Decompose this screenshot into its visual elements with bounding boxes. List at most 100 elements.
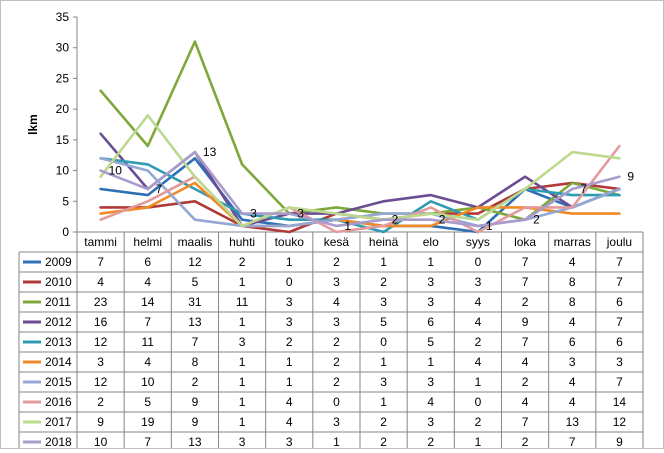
data-label-2018-heinä: 2 [392,213,399,227]
table-cell-2013-helmi: 11 [142,335,155,349]
table-cell-2010-elo: 3 [427,275,434,289]
table-cell-2010-syys: 3 [475,275,482,289]
table-cell-2018-elo: 2 [427,435,434,448]
table-cell-2017-touko: 4 [286,415,293,429]
x-tick-label: syys [466,235,490,249]
y-tick-label: 35 [56,10,70,24]
table-cell-2014-helmi: 4 [144,355,151,369]
table-cell-2016-heinä: 1 [380,395,387,409]
data-label-2018-tammi: 10 [109,164,123,178]
y-tick-label: 25 [56,71,70,85]
table-cell-2014-joulu: 3 [616,355,623,369]
table-cell-2009-kesä: 2 [333,255,340,269]
table-cell-2012-kesä: 3 [333,315,340,329]
table-cell-2009-heinä: 1 [380,255,387,269]
table-cell-2014-elo: 1 [427,355,434,369]
table-cell-2010-tammi: 4 [97,275,104,289]
series-line-2018 [99,150,621,228]
table-cell-2010-helmi: 4 [144,275,151,289]
table-cell-2017-helmi: 19 [141,415,155,429]
table-cell-2018-heinä: 2 [380,435,387,448]
table-cell-2011-elo: 3 [427,295,434,309]
table-cell-2009-loka: 7 [522,255,529,269]
series-line-2011 [99,40,621,221]
table-cell-2015-huhti: 1 [239,375,246,389]
table-cell-2011-touko: 3 [286,295,293,309]
table-cell-2012-marras: 4 [569,315,576,329]
x-tick-label: tammi [84,235,117,249]
table-cell-2016-huhti: 1 [239,395,246,409]
table-cell-2016-tammi: 2 [97,395,104,409]
table-cell-2018-kesä: 1 [333,435,340,448]
table-cell-2017-heinä: 2 [380,415,387,429]
table-cell-2015-tammi: 12 [94,375,108,389]
table-cell-2017-huhti: 1 [239,415,246,429]
table-cell-2014-maalis: 8 [192,355,199,369]
table-cell-2009-joulu: 7 [616,255,623,269]
table-cell-2012-syys: 4 [475,315,482,329]
table-cell-2016-joulu: 14 [613,395,627,409]
legend-label-2009: 2009 [45,255,72,269]
data-label-2018-syys: 1 [486,219,493,233]
y-tick-label: 30 [56,41,70,55]
table-cell-2017-tammi: 9 [97,415,104,429]
x-tick-label: joulu [606,235,632,249]
legend-label-2015: 2015 [45,375,72,389]
data-label-2018-helmi: 7 [156,182,163,196]
table-cell-2013-heinä: 0 [380,335,387,349]
table-cell-2010-huhti: 1 [239,275,246,289]
table-cell-2009-syys: 0 [475,255,482,269]
table-cell-2015-touko: 1 [286,375,293,389]
table-cell-2011-kesä: 4 [333,295,340,309]
table-cell-2014-heinä: 1 [380,355,387,369]
table-cell-2017-kesä: 3 [333,415,340,429]
table-cell-2013-loka: 7 [522,335,529,349]
table-cell-2009-elo: 1 [427,255,434,269]
table-cell-2015-loka: 2 [522,375,529,389]
table-cell-2016-marras: 4 [569,395,576,409]
table-cell-2015-syys: 1 [475,375,482,389]
data-label-2018-joulu: 9 [627,170,634,184]
y-tick-label: 5 [62,194,69,208]
table-cell-2011-joulu: 6 [616,295,623,309]
x-tick-label: helmi [133,235,162,249]
table-cell-2011-marras: 8 [569,295,576,309]
legend-label-2014: 2014 [45,355,72,369]
series-line-2017 [99,114,621,228]
table-cell-2010-heinä: 2 [380,275,387,289]
data-labels: 10 7 13 3 3 1 2 2 1 2 7 9 [109,145,635,233]
table-cell-2018-tammi: 10 [94,435,108,448]
series-lines [99,40,621,234]
table-cell-2014-tammi: 3 [97,355,104,369]
table-cell-2013-kesä: 2 [333,335,340,349]
table-cell-2018-joulu: 9 [616,435,623,448]
table-cell-2014-touko: 1 [286,355,293,369]
table-cell-2009-huhti: 2 [239,255,246,269]
table-cell-2010-maalis: 5 [192,275,199,289]
table-cell-2009-tammi: 7 [97,255,104,269]
table-cell-2015-heinä: 3 [380,375,387,389]
table-cell-2010-loka: 7 [522,275,529,289]
series-line-2016 [99,144,621,234]
table-cell-2016-maalis: 9 [192,395,199,409]
table-cell-2010-marras: 8 [569,275,576,289]
data-label-2018-marras: 7 [580,182,587,196]
legend-label-2018: 2018 [45,435,72,448]
table-cell-2017-maalis: 9 [192,415,199,429]
table-cell-2012-helmi: 7 [144,315,151,329]
table-cell-2013-huhti: 3 [239,335,246,349]
table-cell-2016-kesä: 0 [333,395,340,409]
legend-label-2011: 2011 [45,295,71,309]
y-tick-label: 10 [56,164,70,178]
legend-label-2013: 2013 [45,335,72,349]
table-cell-2013-maalis: 7 [192,335,199,349]
table-cell-2014-huhti: 1 [239,355,246,369]
table-cell-2013-elo: 5 [427,335,434,349]
table-cell-2014-kesä: 2 [333,355,340,369]
table-cell-2013-marras: 6 [569,335,576,349]
x-tick-label: elo [423,235,439,249]
table-cell-2012-loka: 9 [522,315,529,329]
table-cell-2016-elo: 4 [427,395,434,409]
table-cell-2015-marras: 4 [569,375,576,389]
x-tick-label: kesä [324,235,350,249]
